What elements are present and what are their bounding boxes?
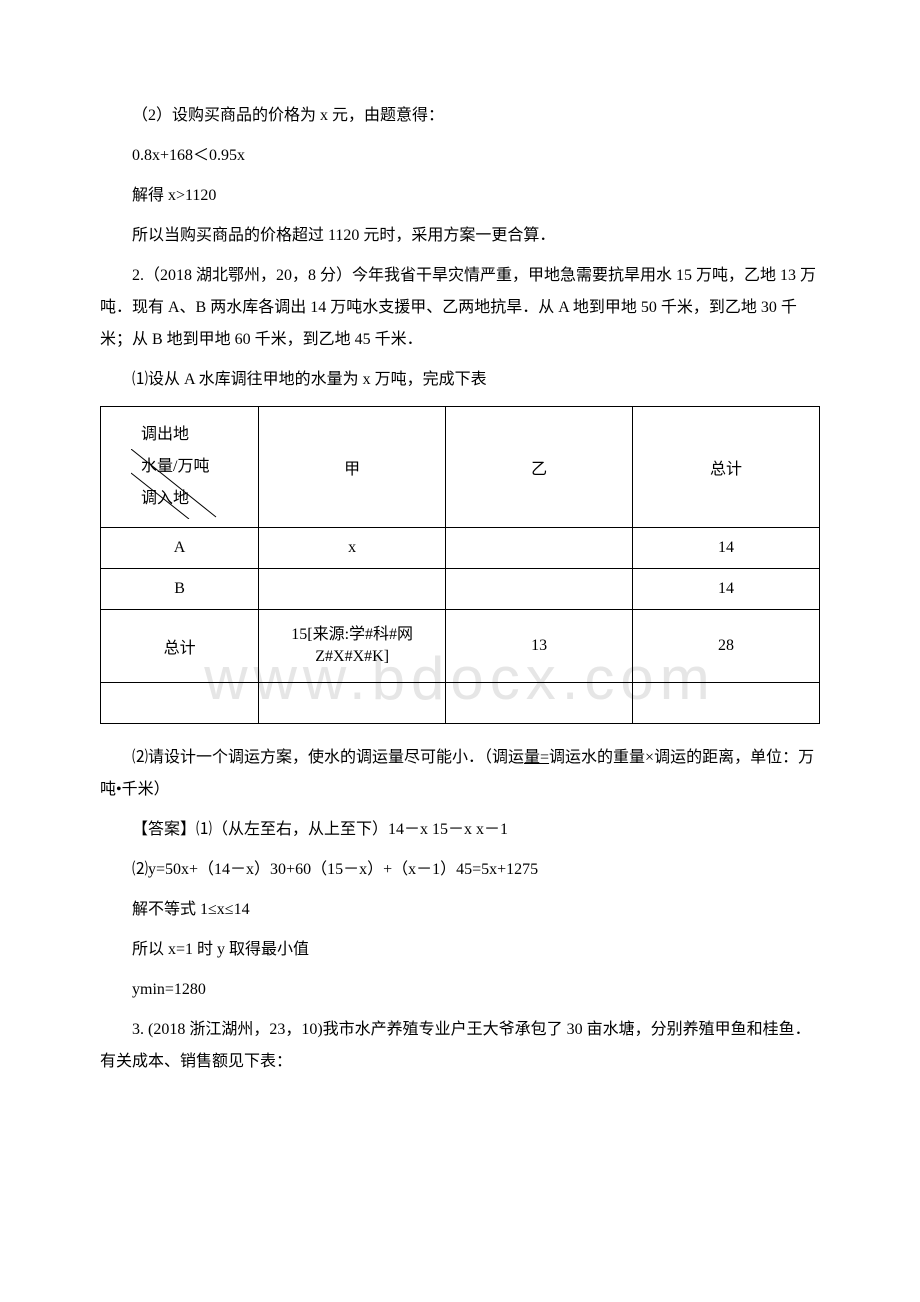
table-col-header: 甲 <box>259 407 446 528</box>
paragraph: （2）设购买商品的价格为 x 元，由题意得： <box>100 100 820 132</box>
table-cell: 14 <box>633 569 820 610</box>
solution-line: 所以 x=1 时 y 取得最小值 <box>100 934 820 966</box>
equation-line: ymin=1280 <box>100 974 820 1006</box>
problem-statement: 2.（2018 湖北鄂州，20，8 分）今年我省干旱灾情严重，甲地急需要抗旱用水… <box>100 260 820 356</box>
table-header-diagonal: 调出地 水量/万吨 调入地 <box>101 407 259 528</box>
answer-line: 【答案】⑴（从左至右，从上至下）14－x 15－x x－1 <box>100 814 820 846</box>
table-row: 调出地 水量/万吨 调入地 甲 乙 总计 <box>101 407 820 528</box>
text-fragment: ⑵请设计一个调运方案，使水的调运量尽可能小．（调运 <box>132 749 524 766</box>
table-row: A x 14 <box>101 528 820 569</box>
sub-question: ⑴设从 A 水库调往甲地的水量为 x 万吨，完成下表 <box>100 364 820 396</box>
table-col-header: 总计 <box>633 407 820 528</box>
table-cell <box>101 683 259 724</box>
table-row: 总计 15[来源:学#科#网Z#X#X#K] 13 28 <box>101 610 820 683</box>
table-col-header: 乙 <box>446 407 633 528</box>
table-cell <box>446 528 633 569</box>
table-cell <box>259 569 446 610</box>
water-dispatch-table: 调出地 水量/万吨 调入地 甲 乙 总计 A x 14 <box>100 406 820 724</box>
table-cell <box>446 683 633 724</box>
table-row: B 14 <box>101 569 820 610</box>
table-cell <box>633 683 820 724</box>
table-cell <box>446 569 633 610</box>
table-cell: x <box>259 528 446 569</box>
table-row <box>101 683 820 724</box>
table-cell: A <box>101 528 259 569</box>
equation-line: 0.8x+168＜0.95x <box>100 140 820 172</box>
underlined-text: 量= <box>524 749 549 766</box>
table-cell: B <box>101 569 259 610</box>
table-cell: 总计 <box>101 610 259 683</box>
table-cell <box>259 683 446 724</box>
diagonal-line-icon <box>131 449 231 519</box>
paragraph: 所以当购买商品的价格超过 1120 元时，采用方案一更合算． <box>100 220 820 252</box>
solution-line: 解不等式 1≤x≤14 <box>100 894 820 926</box>
table-cell: 14 <box>633 528 820 569</box>
sub-question: ⑵请设计一个调运方案，使水的调运量尽可能小．（调运量=调运水的重量×调运的距离，… <box>100 742 820 806</box>
problem-statement: 3. (2018 浙江湖州，23，10)我市水产养殖专业户王大爷承包了 30 亩… <box>100 1014 820 1078</box>
table-cell: 28 <box>633 610 820 683</box>
table-cell: 15[来源:学#科#网Z#X#X#K] <box>259 610 446 683</box>
solution-line: 解得 x>1120 <box>100 180 820 212</box>
table-cell: 13 <box>446 610 633 683</box>
document-body: （2）设购买商品的价格为 x 元，由题意得： 0.8x+168＜0.95x 解得… <box>100 100 820 1078</box>
equation-line: ⑵y=50x+（14－x）30+60（15－x）+（x－1）45=5x+1275 <box>100 854 820 886</box>
header-line: 调出地 <box>141 426 189 443</box>
